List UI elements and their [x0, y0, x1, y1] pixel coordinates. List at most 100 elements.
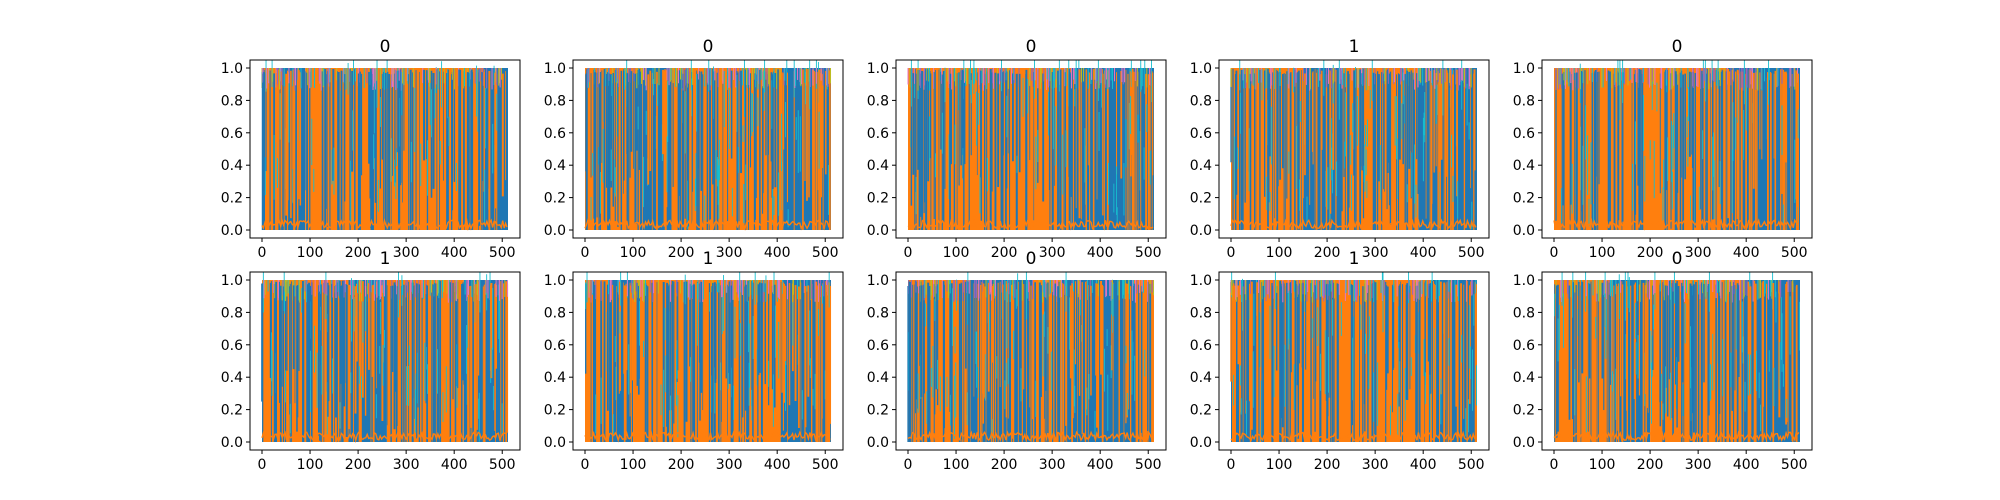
y-tick-label: 0.2 [1513, 403, 1535, 419]
subplot-2: 0 0.0 0.2 0.4 0.6 0.8 1.0 0 100 200 300 400 500 [867, 37, 1167, 261]
y-tick-label: 0.0 [867, 435, 889, 451]
baseline-trace [907, 430, 1154, 443]
x-tick-label: 200 [668, 245, 695, 261]
subplot-title: 0 [1026, 37, 1037, 57]
y-tick-label: 0.2 [221, 191, 243, 207]
x-tick-label: 100 [297, 457, 324, 473]
x-tick-label: 300 [1685, 245, 1712, 261]
y-tick-label: 1.0 [1513, 273, 1535, 289]
y-tick-label: 0.0 [221, 223, 243, 239]
series-region-0 [908, 68, 1072, 230]
x-tick-label: 0 [258, 457, 267, 473]
x-tick-label: 200 [1637, 457, 1664, 473]
subplot-7: 0 0.0 0.2 0.4 0.6 0.8 1.0 0 100 200 300 400 500 [867, 249, 1167, 473]
baseline-trace [1553, 429, 1800, 443]
plot-area [1230, 272, 1477, 443]
x-tick-label: 300 [1039, 457, 1066, 473]
baseline-trace [907, 217, 1154, 231]
y-tick-label: 0.8 [1190, 305, 1212, 321]
y-tick-label: 0.6 [867, 338, 889, 354]
x-tick-label: 300 [716, 245, 743, 261]
x-tick-label: 300 [393, 457, 420, 473]
x-tick-label: 0 [1227, 457, 1236, 473]
y-tick-label: 0.0 [544, 435, 566, 451]
series-region-2 [305, 68, 484, 230]
axes-frame [895, 271, 1167, 451]
plot-area [907, 272, 1155, 443]
x-tick-label: 400 [764, 245, 791, 261]
x-tick-label: 0 [1550, 245, 1559, 261]
x-tick-label: 500 [489, 457, 516, 473]
y-tick-label: 0.8 [544, 305, 566, 321]
x-tick-label: 200 [345, 245, 372, 261]
y-tick-label: 1.0 [1190, 273, 1212, 289]
axes-frame [572, 271, 844, 451]
x-tick-label: 200 [991, 245, 1018, 261]
y-tick-label: 0.6 [544, 338, 566, 354]
y-tick-label: 0.2 [544, 403, 566, 419]
y-tick-label: 0.8 [1513, 93, 1535, 109]
y-tick-label: 0.6 [544, 126, 566, 142]
y-tick-label: 0.6 [1190, 126, 1212, 142]
y-tick-label: 0.2 [544, 191, 566, 207]
x-tick-label: 300 [1039, 245, 1066, 261]
x-tick-label: 400 [1733, 245, 1760, 261]
x-tick-label: 500 [489, 245, 516, 261]
y-tick-label: 0.0 [221, 435, 243, 451]
y-tick-label: 0.8 [1190, 93, 1212, 109]
x-tick-label: 300 [1362, 457, 1389, 473]
y-tick-label: 0.6 [221, 126, 243, 142]
y-tick-label: 0.4 [867, 370, 889, 386]
x-tick-label: 200 [1314, 457, 1341, 473]
x-tick-label: 500 [1781, 457, 1808, 473]
subplot-0: 0 0.0 0.2 0.4 0.6 0.8 1.0 0 100 200 300 400 500 [221, 37, 521, 261]
y-tick-label: 0.8 [221, 93, 243, 109]
x-tick-label: 500 [1135, 245, 1162, 261]
subplot-8: 1 0.0 0.2 0.4 0.6 0.8 1.0 0 100 200 300 400 500 [1190, 249, 1490, 473]
y-tick-label: 0.2 [221, 403, 243, 419]
axes-frame [249, 271, 521, 451]
y-tick-label: 0.8 [221, 305, 243, 321]
y-tick-label: 1.0 [221, 61, 243, 77]
y-tick-label: 0.0 [1190, 435, 1212, 451]
x-tick-label: 200 [345, 457, 372, 473]
y-tick-label: 1.0 [1190, 61, 1212, 77]
baseline-trace [1553, 217, 1799, 231]
y-tick-label: 0.8 [1513, 305, 1535, 321]
x-tick-label: 400 [1087, 245, 1114, 261]
y-tick-label: 0.4 [1513, 370, 1535, 386]
y-tick-label: 1.0 [221, 273, 243, 289]
baseline-trace [261, 217, 508, 231]
y-tick-label: 0.0 [1513, 435, 1535, 451]
x-tick-label: 200 [1637, 245, 1664, 261]
x-tick-label: 100 [1589, 245, 1616, 261]
y-tick-label: 0.0 [1513, 223, 1535, 239]
y-tick-label: 0.8 [867, 93, 889, 109]
y-tick-label: 1.0 [544, 61, 566, 77]
y-tick-label: 0.0 [1190, 223, 1212, 239]
axes-frame [1541, 59, 1813, 239]
axes-frame [1541, 271, 1813, 451]
y-tick-label: 0.6 [867, 126, 889, 142]
y-tick-label: 0.4 [544, 158, 566, 174]
x-tick-label: 300 [1685, 457, 1712, 473]
x-tick-label: 400 [441, 245, 468, 261]
plot-area [1553, 272, 1800, 443]
subplot-title: 0 [1672, 37, 1683, 57]
plot-area [907, 60, 1154, 231]
y-tick-label: 0.2 [1190, 191, 1212, 207]
y-tick-label: 0.4 [1190, 370, 1212, 386]
subplot-title: 0 [703, 37, 714, 57]
plot-area [584, 60, 832, 231]
y-tick-label: 0.2 [867, 403, 889, 419]
y-tick-label: 1.0 [1513, 61, 1535, 77]
subplot-title: 1 [1349, 37, 1360, 57]
x-tick-label: 500 [1135, 457, 1162, 473]
y-tick-label: 1.0 [867, 61, 889, 77]
x-tick-label: 400 [1087, 457, 1114, 473]
axes-frame [1218, 271, 1490, 451]
x-tick-label: 500 [812, 457, 839, 473]
y-tick-label: 0.4 [221, 370, 243, 386]
y-tick-label: 0.0 [544, 223, 566, 239]
